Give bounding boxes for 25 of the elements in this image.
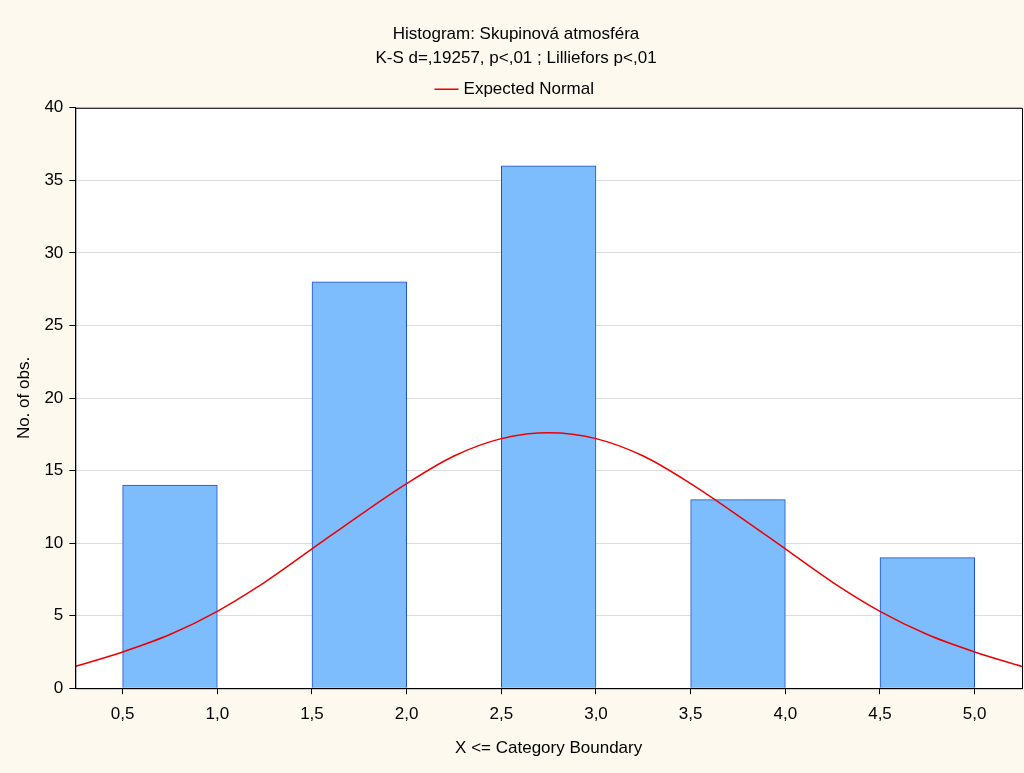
- y-tick-label: 25: [44, 315, 64, 335]
- x-tick-label: 4,0: [773, 704, 798, 724]
- y-axis-title: No. of obs.: [13, 356, 33, 440]
- x-tick-label: 2,0: [394, 704, 419, 724]
- y-tick-label: 15: [44, 460, 64, 480]
- y-tick-label: 20: [44, 387, 64, 407]
- legend-label: Expected Normal: [463, 78, 594, 98]
- chart-subtitle: K-S d=,19257, p<,01 ; Lilliefors p<,01: [375, 48, 657, 68]
- y-tick-label: 0: [53, 677, 64, 697]
- x-tick-label: 0,5: [110, 704, 135, 724]
- x-tick-label: 5,0: [962, 704, 987, 724]
- y-tick-label: 35: [44, 170, 64, 190]
- x-axis-title: X <= Category Boundary: [455, 738, 643, 758]
- x-tick-label: 3,0: [584, 704, 608, 724]
- x-tick-label: 1,0: [205, 704, 230, 724]
- y-tick-label: 30: [44, 242, 64, 262]
- y-tick-label: 40: [44, 97, 64, 117]
- y-tick-label: 10: [44, 532, 64, 552]
- y-tick-label: 5: [53, 605, 64, 625]
- x-tick-label: 1,5: [300, 704, 324, 724]
- line-series: [75, 432, 1022, 668]
- x-tick-label: 2,5: [489, 704, 514, 724]
- x-tick-label: 4,5: [868, 704, 892, 724]
- chart-title: Histogram: Skupinová atmosféra: [392, 23, 640, 43]
- x-tick-label: 3,5: [678, 704, 703, 724]
